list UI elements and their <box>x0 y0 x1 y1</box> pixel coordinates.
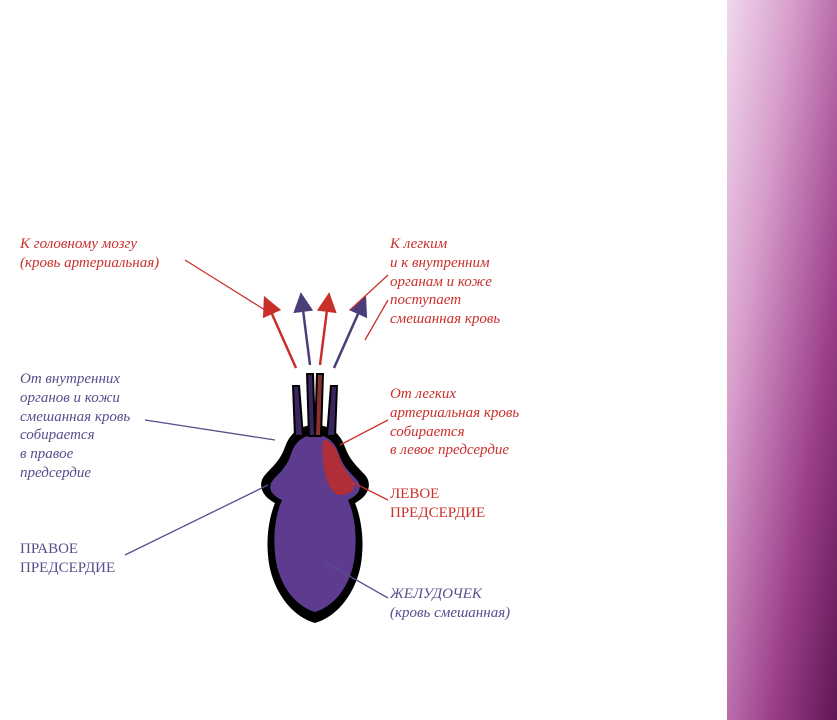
side-gradient-decor <box>727 0 837 720</box>
leader-lines <box>0 0 727 720</box>
diagram-content: К головному мозгу (кровь артериальная) К… <box>0 0 727 720</box>
